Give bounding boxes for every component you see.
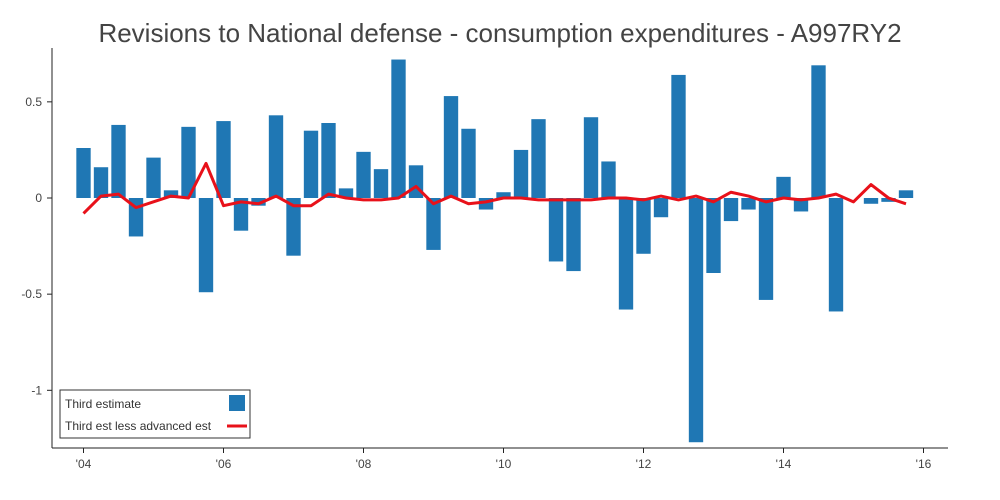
bar: [863, 198, 879, 204]
bar: [163, 190, 179, 198]
bar: [181, 126, 196, 198]
bar: [828, 198, 844, 312]
legend-label-bar: Third estimate: [65, 397, 141, 411]
bar: [303, 130, 319, 198]
bar: [356, 151, 371, 198]
bar: [216, 121, 231, 198]
x-tick-label: '14: [776, 457, 792, 471]
bar: [513, 149, 529, 198]
bar: [93, 167, 109, 198]
bar: [723, 198, 739, 222]
bar: [898, 190, 914, 198]
bar: [373, 169, 389, 198]
bar: [146, 157, 161, 198]
legend-swatch-bar: [229, 395, 245, 411]
bar: [601, 161, 616, 198]
legend: Third estimate Third est less advanced e…: [59, 389, 251, 439]
bar: [741, 198, 756, 210]
bar: [881, 198, 896, 202]
bar: [426, 198, 441, 250]
bar-series: [76, 59, 914, 443]
y-tick-label: -0.5: [21, 287, 42, 301]
bar: [233, 198, 249, 231]
line-path: [82, 161, 907, 215]
bar: [443, 96, 459, 198]
bar: [478, 198, 494, 210]
bar: [793, 198, 809, 212]
bar: [321, 123, 336, 198]
chart-title: Revisions to National defense - consumpt…: [98, 18, 901, 48]
bar: [461, 128, 476, 198]
bar: [338, 188, 354, 198]
x-tick-label: '10: [496, 457, 512, 471]
bar: [653, 198, 669, 218]
x-tick-label: '12: [636, 457, 652, 471]
bar: [776, 176, 791, 198]
bar: [758, 198, 774, 300]
bar: [251, 198, 266, 206]
bar: [391, 59, 406, 198]
bar: [688, 198, 704, 443]
bar: [76, 148, 91, 198]
bar: [671, 74, 686, 198]
x-tick-label: '16: [916, 457, 932, 471]
y-tick-label: 0: [35, 191, 42, 205]
x-tick-label: '08: [356, 457, 372, 471]
legend-box: [59, 389, 251, 439]
bar: [111, 124, 126, 198]
axes: 0.5 0 -0.5 -1 '04 '06 '08 '10 '12 '14 '16: [21, 48, 948, 471]
bar: [566, 198, 581, 272]
x-tick-label: '06: [216, 457, 232, 471]
bar: [811, 65, 826, 198]
line-series: [82, 161, 907, 215]
y-tick-label: 0.5: [25, 95, 42, 109]
bar: [198, 198, 214, 293]
y-tick-label: -1: [31, 383, 42, 397]
x-tick-label: '04: [76, 457, 92, 471]
bar: [636, 198, 651, 254]
legend-label-line: Third est less advanced est: [65, 419, 212, 433]
bar: [286, 198, 301, 256]
bar: [496, 192, 511, 198]
bar: [618, 198, 634, 310]
bar: [531, 119, 546, 198]
bar: [548, 198, 564, 262]
bar: [268, 115, 284, 198]
bar: [706, 198, 721, 273]
bar: [583, 117, 599, 198]
